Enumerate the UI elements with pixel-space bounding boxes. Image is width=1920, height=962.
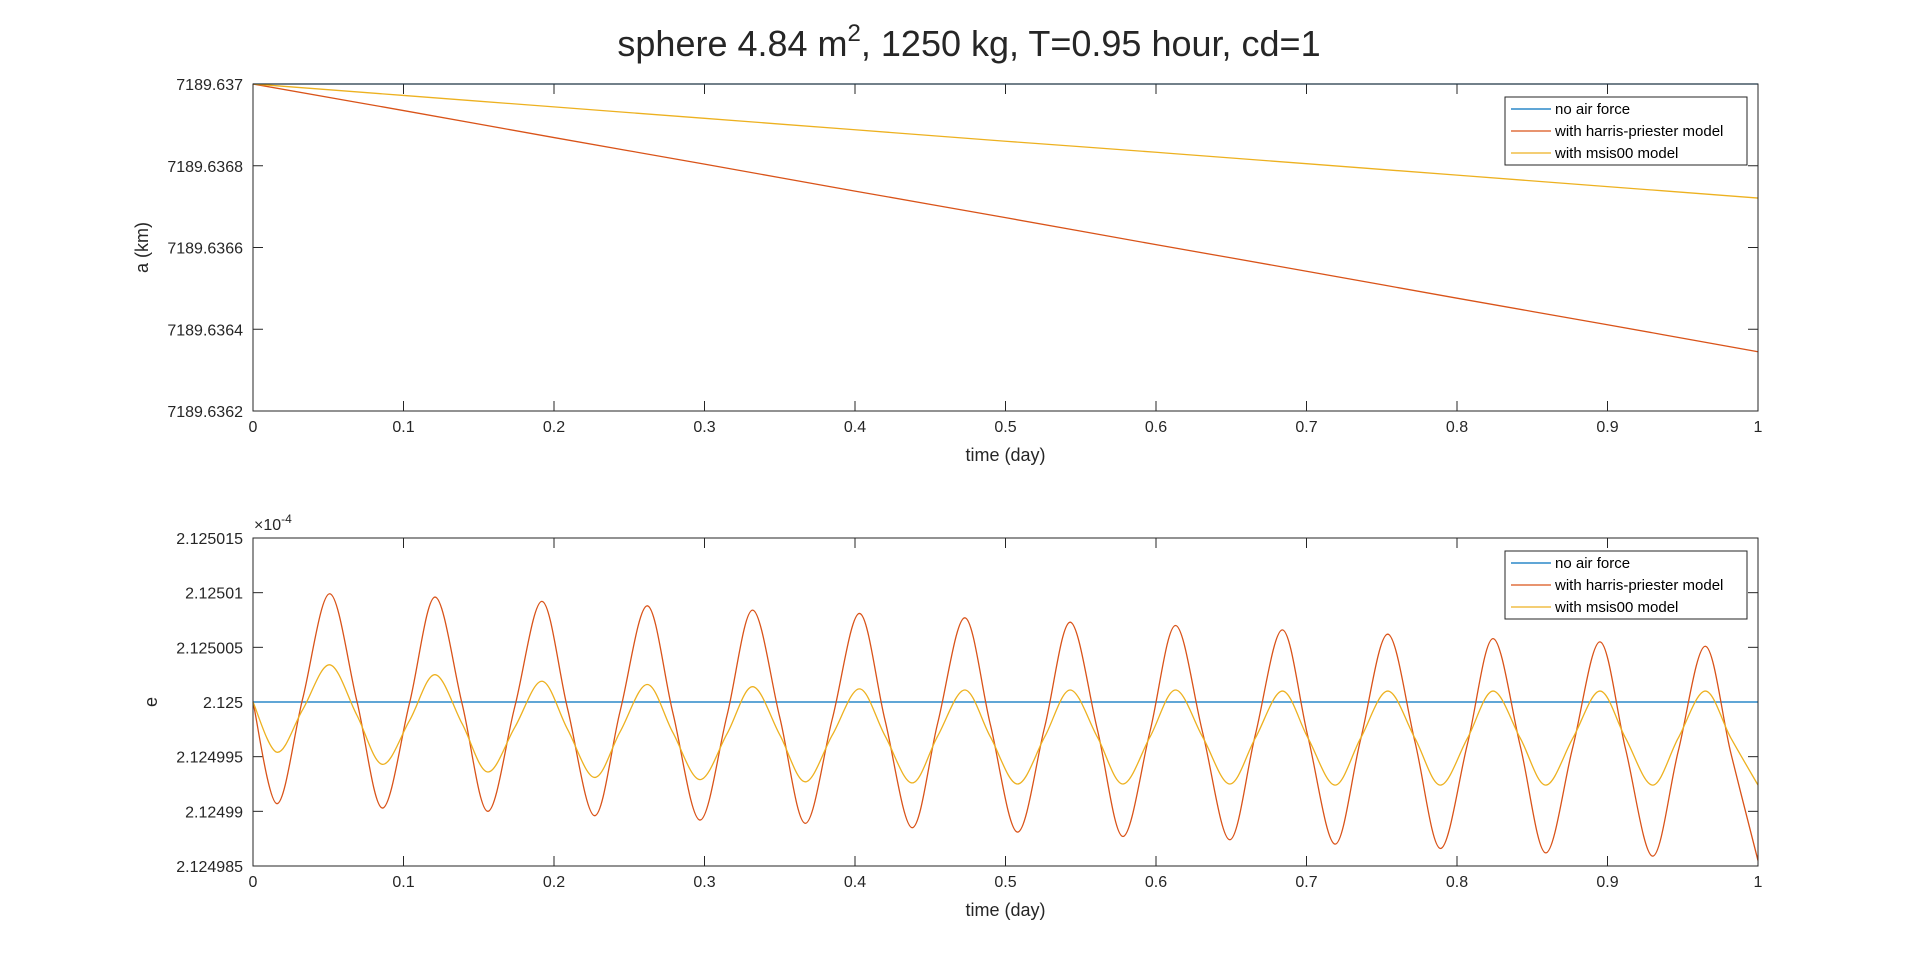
data-line [252,83,1759,353]
y-tick-label: 7189.6362 [167,404,243,421]
title-superscript: 2 [848,20,861,47]
y-axis-label: a (km) [132,222,152,273]
legend-label: with msis00 model [1554,599,1678,616]
y-tick-label: 7189.6368 [167,159,243,176]
data-line [252,593,1759,861]
x-tick-label: 0 [249,419,258,436]
y-axis-label: e [141,697,161,707]
y-tick-label: 2.124995 [176,750,243,767]
title-main: sphere 4.84 m [617,23,847,64]
y-tick-label: 2.125 [203,695,243,712]
legend-label: no air force [1555,101,1630,118]
x-tick-label: 0.5 [994,419,1016,436]
data-line [252,83,1759,199]
chart-title: sphere 4.84 m2, 1250 kg, T=0.95 hour, cd… [617,20,1320,64]
y-tick-label: 2.12499 [185,804,243,821]
x-tick-label: 0.1 [392,419,414,436]
x-tick-label: 1 [1754,874,1763,891]
x-tick-label: 0.7 [1295,419,1317,436]
y-tick-label: 2.125015 [176,531,243,548]
y-tick-label: 2.12501 [185,586,243,603]
y-tick-label: 7189.637 [176,77,243,94]
x-tick-label: 0.6 [1145,419,1167,436]
y-exponent-base: ×10 [254,517,281,534]
legend-label: no air force [1555,555,1630,572]
legend-label: with harris-priester model [1554,123,1723,140]
x-tick-label: 0.4 [844,419,866,436]
x-tick-label: 0.7 [1295,874,1317,891]
x-tick-label: 0.3 [693,419,715,436]
x-tick-label: 0.3 [693,874,715,891]
legend-label: with msis00 model [1554,145,1678,162]
x-tick-label: 0.8 [1446,874,1468,891]
x-axis-label: time (day) [965,900,1045,920]
y-tick-label: 7189.6364 [167,322,243,339]
legend-label: with harris-priester model [1554,577,1723,594]
y-tick-label: 7189.6366 [167,241,243,258]
x-tick-label: 0.9 [1596,419,1618,436]
x-tick-label: 1 [1754,419,1763,436]
x-tick-label: 0.2 [543,874,565,891]
x-tick-label: 0.9 [1596,874,1618,891]
axes-frame [252,83,1759,412]
x-tick-label: 0.2 [543,419,565,436]
x-tick-label: 0.5 [994,874,1016,891]
x-axis-label: time (day) [965,445,1045,465]
y-tick-label: 2.125005 [176,640,243,657]
x-tick-label: 0 [249,874,258,891]
y-exponent: ×10-4 [254,512,292,534]
x-tick-label: 0.8 [1446,419,1468,436]
data-line [252,664,1759,786]
x-tick-label: 0.4 [844,874,866,891]
y-exponent-power: -4 [281,512,292,526]
y-tick-label: 2.124985 [176,859,243,876]
x-tick-label: 0.1 [392,874,414,891]
x-tick-label: 0.6 [1145,874,1167,891]
title-rest: , 1250 kg, T=0.95 hour, cd=1 [861,23,1321,64]
axes-frame [252,537,1759,867]
